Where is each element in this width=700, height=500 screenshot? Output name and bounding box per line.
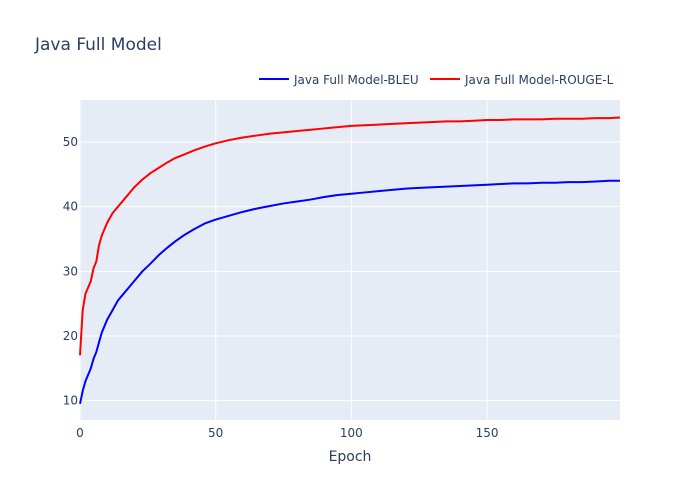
series-line-bleu[interactable] (79, 179, 620, 405)
x-tick-label: 150 (476, 426, 499, 440)
y-tick-label: 20 (63, 329, 78, 343)
legend[interactable]: Java Full Model-BLEU Java Full Model-ROU… (259, 73, 614, 87)
tick-labels: 0 50 100 150 10 20 30 40 50 (63, 135, 499, 440)
y-tick-label: 30 (63, 264, 78, 278)
grid (79, 100, 620, 420)
legend-label-rouge: Java Full Model-ROUGE-L (464, 73, 614, 87)
chart-title: Java Full Model (34, 35, 162, 55)
x-tick-label: 50 (208, 426, 223, 440)
series-line-rouge-l[interactable] (79, 116, 621, 356)
x-axis-title: Epoch (329, 449, 372, 465)
series-layer (79, 116, 621, 405)
x-tick-label: 0 (76, 426, 84, 440)
x-tick-label: 100 (340, 426, 363, 440)
plot-area (80, 100, 620, 420)
y-tick-label: 40 (63, 200, 78, 214)
y-tick-label: 10 (63, 394, 78, 408)
legend-label-bleu: Java Full Model-BLEU (293, 73, 419, 87)
y-tick-label: 50 (63, 135, 78, 149)
